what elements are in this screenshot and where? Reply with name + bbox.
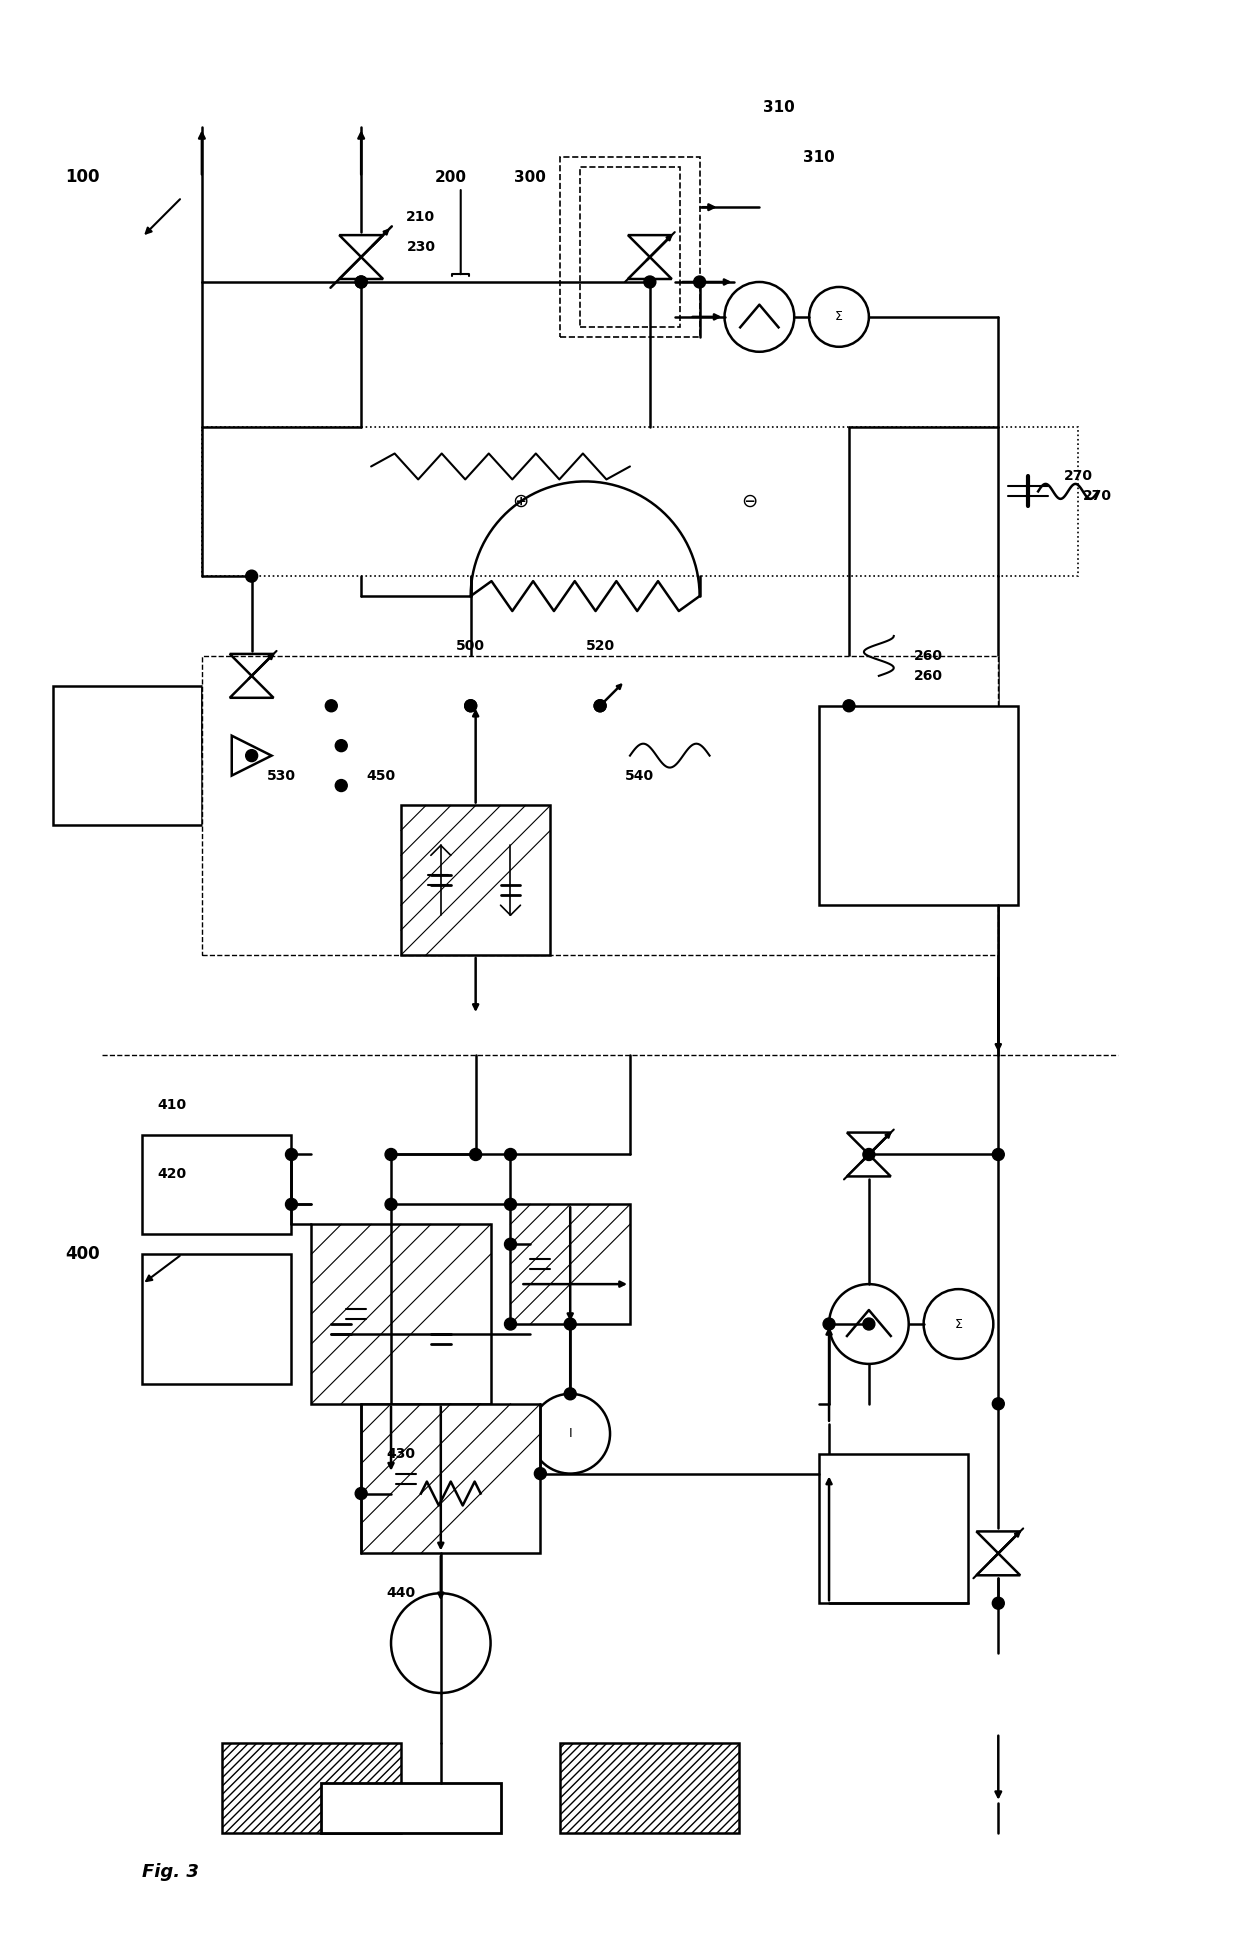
Circle shape — [355, 276, 367, 287]
Bar — [580, 168, 680, 326]
Circle shape — [534, 1468, 547, 1480]
Circle shape — [465, 700, 476, 712]
Circle shape — [830, 1284, 909, 1365]
Text: 540: 540 — [625, 768, 655, 782]
Bar — [311, 1224, 491, 1404]
Bar — [143, 1134, 291, 1234]
Text: 400: 400 — [66, 1245, 99, 1263]
Circle shape — [386, 1198, 397, 1210]
Circle shape — [823, 1318, 835, 1329]
Text: 500: 500 — [456, 639, 485, 653]
Circle shape — [465, 700, 476, 712]
Text: 410: 410 — [157, 1097, 186, 1112]
Text: 230: 230 — [407, 240, 435, 254]
Bar — [281, 745, 341, 825]
Circle shape — [505, 1318, 517, 1329]
Polygon shape — [627, 256, 672, 280]
Bar — [440, 686, 491, 735]
Text: 260: 260 — [914, 649, 944, 663]
Circle shape — [355, 276, 367, 287]
Text: $\oplus$: $\oplus$ — [512, 493, 528, 510]
Text: $\Sigma$: $\Sigma$ — [954, 1318, 963, 1331]
Polygon shape — [847, 1155, 890, 1177]
Text: $\Sigma$: $\Sigma$ — [835, 311, 843, 323]
Circle shape — [644, 276, 656, 287]
Circle shape — [724, 282, 794, 352]
Circle shape — [992, 1597, 1004, 1609]
Text: 270: 270 — [1064, 469, 1092, 483]
Circle shape — [335, 739, 347, 751]
Text: 450: 450 — [367, 768, 396, 782]
Bar — [820, 706, 1018, 905]
Circle shape — [863, 1148, 875, 1161]
Bar — [511, 1204, 630, 1324]
Circle shape — [355, 1488, 367, 1499]
Text: 300: 300 — [515, 170, 547, 186]
Text: 430: 430 — [387, 1447, 415, 1460]
Bar — [401, 805, 551, 956]
Circle shape — [531, 1394, 610, 1474]
Circle shape — [505, 1148, 517, 1161]
Text: 260: 260 — [914, 669, 944, 682]
Circle shape — [325, 700, 337, 712]
Bar — [143, 1255, 291, 1384]
Text: 270: 270 — [1084, 489, 1112, 502]
Circle shape — [335, 780, 347, 792]
Text: $\ominus$: $\ominus$ — [742, 493, 758, 510]
Circle shape — [992, 1398, 1004, 1410]
Bar — [560, 1742, 739, 1832]
Text: 420: 420 — [157, 1167, 186, 1181]
Bar — [202, 657, 998, 956]
Text: 200: 200 — [435, 170, 466, 186]
Circle shape — [285, 1148, 298, 1161]
Text: Fig. 3: Fig. 3 — [143, 1863, 200, 1881]
Circle shape — [992, 1148, 1004, 1161]
Bar — [321, 1783, 501, 1832]
Circle shape — [843, 700, 854, 712]
Circle shape — [505, 1198, 517, 1210]
Text: 520: 520 — [585, 639, 615, 653]
Text: 210: 210 — [407, 211, 435, 225]
Circle shape — [246, 571, 258, 583]
Bar — [560, 156, 699, 336]
Polygon shape — [847, 1132, 890, 1155]
Circle shape — [693, 276, 706, 287]
Polygon shape — [627, 235, 672, 256]
Text: 100: 100 — [66, 168, 99, 186]
Circle shape — [594, 700, 606, 712]
Circle shape — [863, 1318, 875, 1329]
Bar — [202, 426, 1078, 577]
Circle shape — [594, 700, 606, 712]
Text: 310: 310 — [804, 151, 835, 164]
Text: I: I — [568, 1427, 572, 1441]
Circle shape — [470, 1148, 481, 1161]
Circle shape — [924, 1288, 993, 1359]
Bar — [820, 1455, 968, 1603]
Bar — [52, 686, 202, 825]
Circle shape — [810, 287, 869, 346]
Circle shape — [564, 1388, 577, 1400]
Text: 530: 530 — [267, 768, 296, 782]
Bar — [222, 1742, 401, 1832]
Bar — [361, 1404, 541, 1554]
Circle shape — [246, 749, 258, 762]
Circle shape — [386, 1148, 397, 1161]
Text: 440: 440 — [387, 1586, 415, 1601]
Circle shape — [564, 1318, 577, 1329]
Circle shape — [505, 1238, 517, 1251]
Circle shape — [285, 1198, 298, 1210]
Polygon shape — [232, 735, 272, 776]
Text: 310: 310 — [764, 100, 795, 115]
Circle shape — [391, 1593, 491, 1693]
